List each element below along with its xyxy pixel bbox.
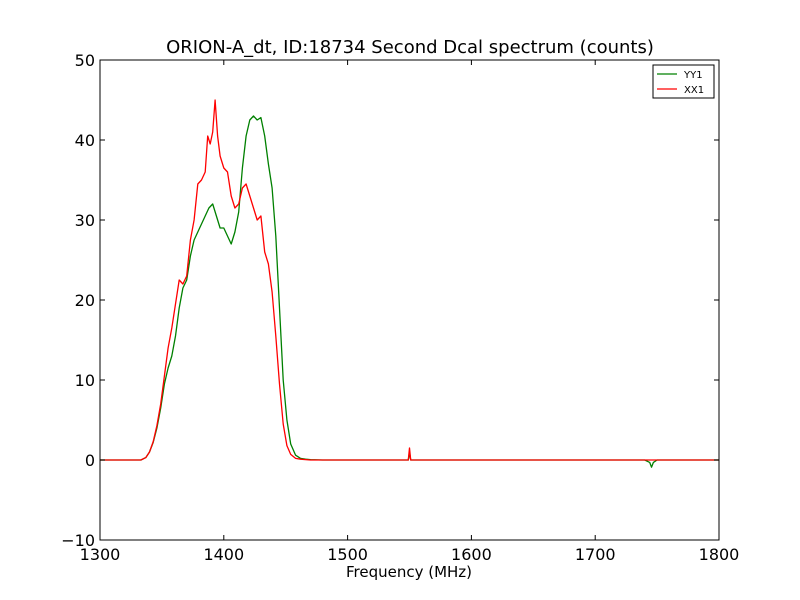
x-axis-label: Frequency (MHz)	[346, 563, 472, 581]
legend-label-yy1: YY1	[683, 70, 703, 81]
legend-label-xx1: XX1	[684, 85, 704, 96]
x-tick-label: 1700	[575, 545, 616, 564]
x-tick-label: 1500	[327, 545, 368, 564]
y-tick-label: 10	[75, 371, 95, 390]
y-tick-label: −10	[61, 531, 95, 550]
y-tick-label: 30	[75, 211, 95, 230]
y-tick-label: 0	[85, 451, 95, 470]
x-tick-label: 1300	[80, 545, 121, 564]
axis-ticks: 1300 1400 1500 1600 1700 1800 −10 0 10 20 30 40 50	[61, 51, 739, 564]
y-tick-label: 20	[75, 291, 95, 310]
series-line-xx1	[100, 99, 719, 461]
x-tick-label: 1400	[203, 545, 244, 564]
x-tick-label: 1800	[699, 545, 740, 564]
y-tick-label: 50	[75, 51, 95, 70]
x-tick-label: 1600	[451, 545, 492, 564]
y-tick-label: 40	[75, 131, 95, 150]
series-layer	[100, 99, 719, 468]
chart-title: ORION-A_dt, ID:18734 Second Dcal spectru…	[166, 37, 654, 58]
legend-box	[652, 64, 715, 99]
